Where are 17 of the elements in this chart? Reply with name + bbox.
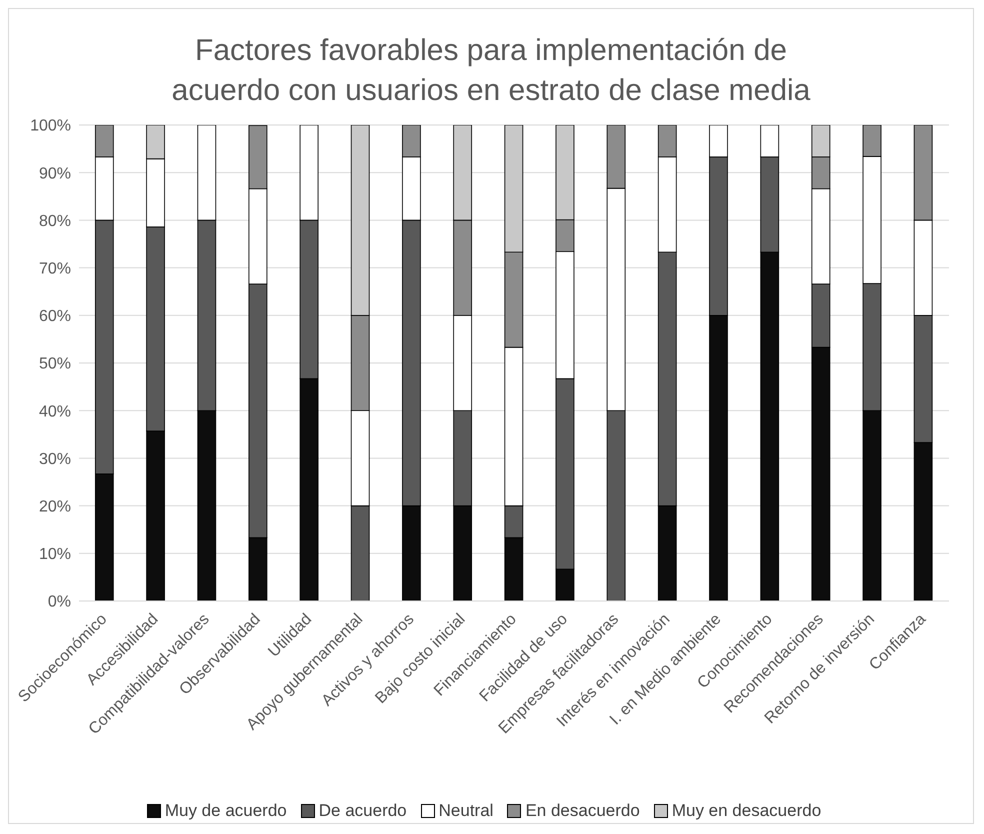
y-tick-label: 80% xyxy=(38,212,71,230)
legend-label: De acuerdo xyxy=(318,801,407,821)
y-tick-label: 30% xyxy=(38,450,71,468)
y-tick-label: 100% xyxy=(30,118,71,135)
y-tick-label: 60% xyxy=(38,308,71,326)
y-tick-label: 90% xyxy=(38,165,71,182)
y-tick-label: 40% xyxy=(38,403,71,420)
chart-title: Factores favorables para implementación de acuerdo con usuarios en estrato de clase media xyxy=(170,33,812,109)
y-tick-label: 10% xyxy=(38,546,71,564)
legend-label: Neutral xyxy=(438,801,494,821)
y-tick-label: 50% xyxy=(38,356,71,373)
legend-label: Muy de acuerdo xyxy=(164,801,287,821)
y-tick-label: 70% xyxy=(38,260,71,278)
y-tick-label: 0% xyxy=(48,594,71,611)
legend-label: En desacuerdo xyxy=(525,801,640,821)
y-tick-label: 20% xyxy=(38,498,71,516)
legend-label: Muy en desacuerdo xyxy=(672,801,822,821)
